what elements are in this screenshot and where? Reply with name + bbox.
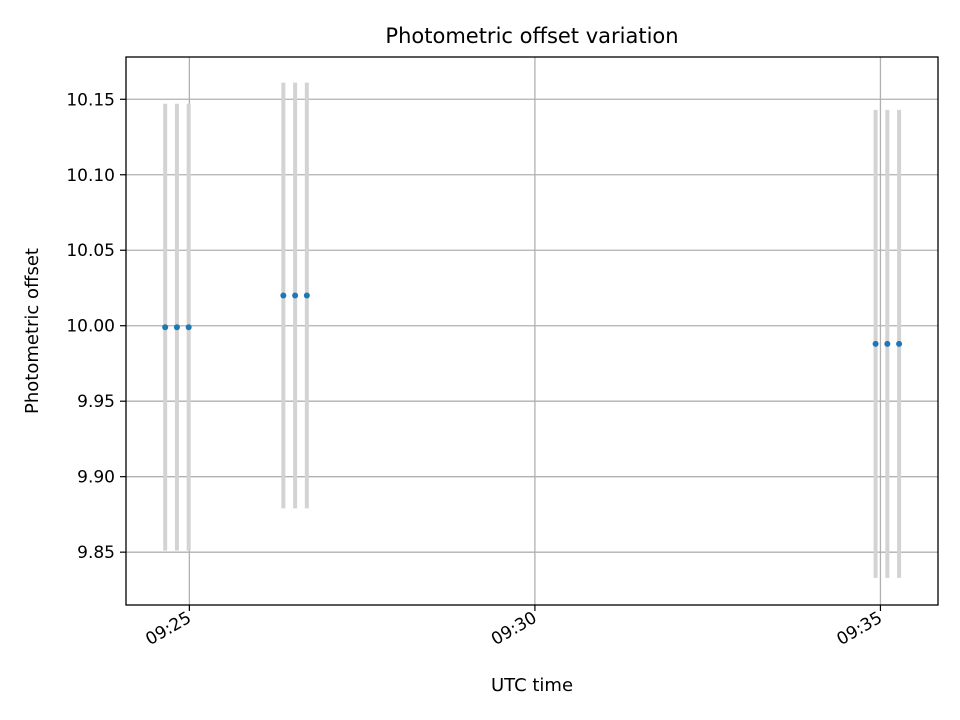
y-tick-label: 9.90 [77, 468, 115, 488]
data-points [162, 292, 903, 347]
data-point [280, 292, 287, 299]
data-point [884, 340, 891, 347]
grid [126, 57, 938, 605]
plot-frame [125, 56, 939, 606]
x-axis-label: UTC time [491, 675, 573, 696]
data-point [896, 340, 903, 347]
data-point [292, 292, 299, 299]
y-tick-label: 9.95 [77, 392, 115, 412]
y-tick-label: 9.85 [77, 543, 115, 563]
data-point [185, 324, 192, 331]
data-point [173, 324, 180, 331]
data-point [162, 324, 169, 331]
y-axis-ticks: 9.85 9.90 9.95 10.00 10.05 10.10 10.15 [66, 90, 126, 563]
chart-title: Photometric offset variation [385, 24, 678, 48]
data-point [303, 292, 310, 299]
y-tick-label: 10.10 [66, 166, 115, 186]
y-tick-label: 10.15 [66, 90, 115, 110]
y-tick-label: 10.00 [66, 317, 115, 337]
data-point [872, 340, 879, 347]
y-tick-label: 10.05 [66, 241, 115, 261]
y-axis-label: Photometric offset [22, 248, 43, 414]
